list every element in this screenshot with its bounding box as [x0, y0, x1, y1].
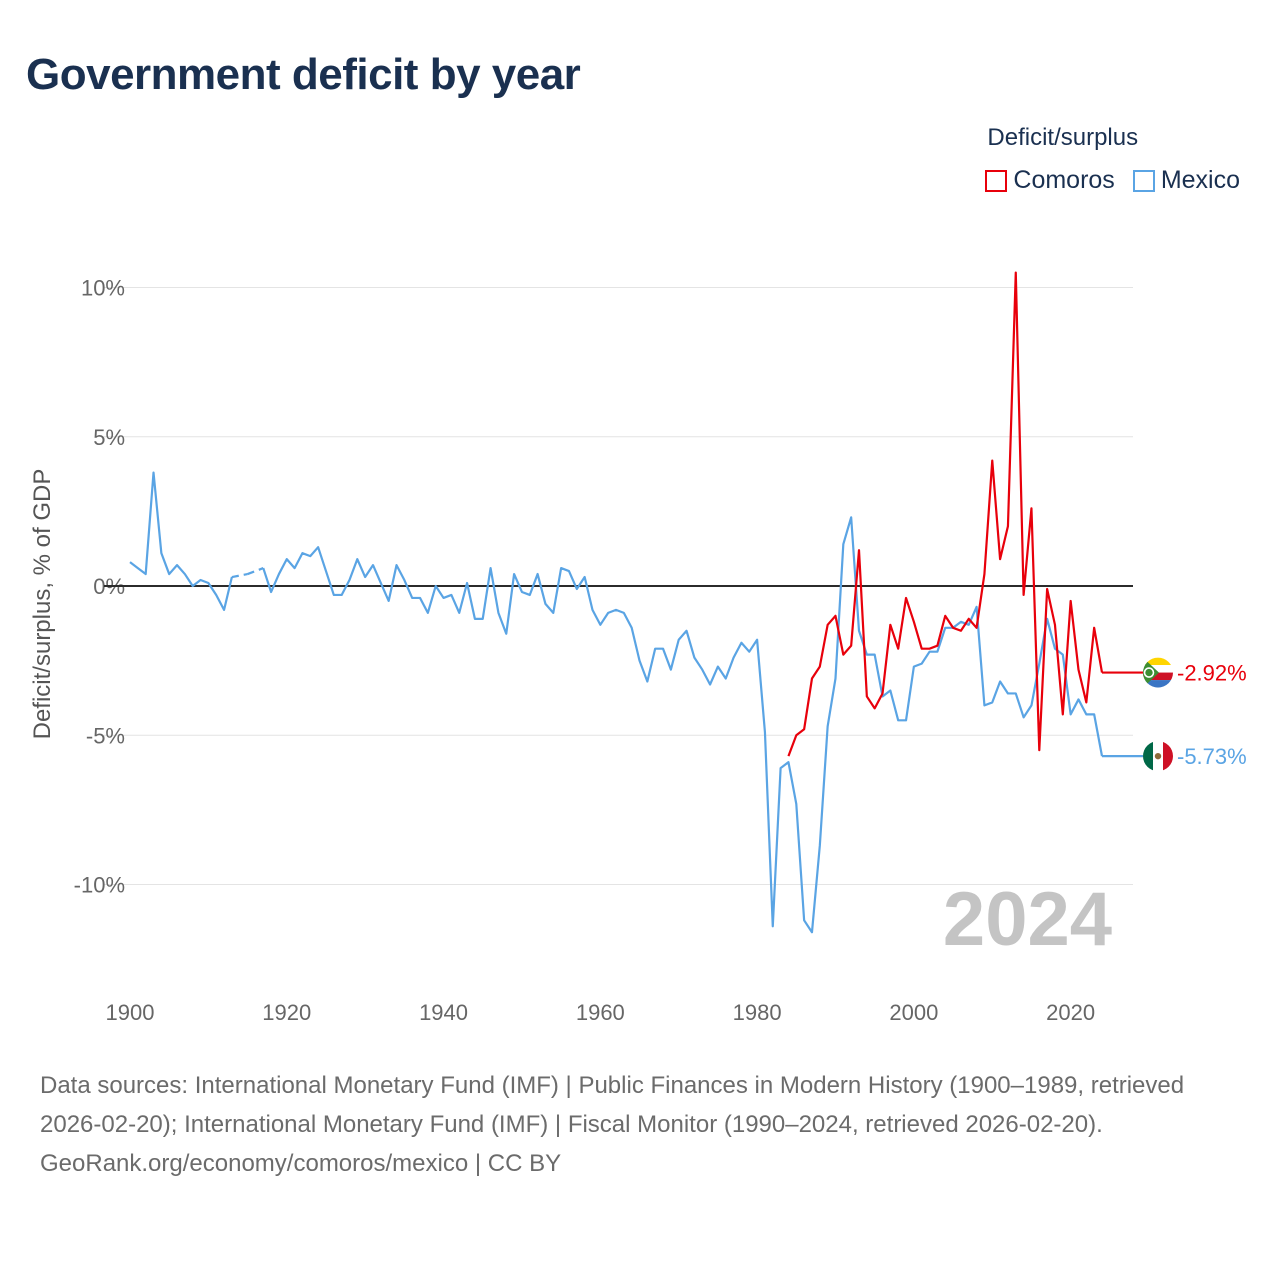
- chart-title: Government deficit by year: [26, 50, 581, 99]
- chart-area: 10%5%0%-5%-10%1900 1920 1940 1960 1980 2000 20…: [29, 271, 1247, 1025]
- x-tick-label: 1940: [419, 1000, 468, 1025]
- y-tick-label: 5%: [93, 425, 125, 450]
- end-labels: -5.73% -2.92%: [1143, 657, 1247, 772]
- legend-label-comoros: Comoros: [1013, 166, 1115, 194]
- series-gap-mexico: [231, 572, 248, 579]
- legend-title: Deficit/surplus: [987, 124, 1139, 151]
- x-tick-label: 1920: [262, 1000, 311, 1025]
- legend-item-mexico[interactable]: Mexico: [1132, 166, 1240, 195]
- y-axis-title: Deficit/surplus, % of GDP: [29, 469, 56, 740]
- gridlines: [104, 287, 1133, 885]
- axes: 10%5%0%-5%-10%1900 1920 1940 1960 1980 2000 20…: [74, 276, 1133, 1025]
- end-label-mexico: -5.73%: [1177, 744, 1247, 769]
- series-gap-mexico: [247, 567, 264, 576]
- flag-icon-mexico: [1143, 741, 1173, 772]
- y-tick-label: 10%: [81, 276, 125, 301]
- x-tick-label: 2020: [1046, 1000, 1095, 1025]
- x-tick-label: 1960: [576, 1000, 625, 1025]
- series-line-comoros: [787, 271, 1104, 757]
- end-label-comoros: -2.92%: [1177, 661, 1247, 686]
- legend-item-comoros[interactable]: Comoros: [985, 166, 1115, 195]
- y-tick-label: -5%: [86, 723, 125, 748]
- series-line-mexico: [129, 471, 233, 611]
- legend-label-mexico: Mexico: [1160, 166, 1240, 194]
- legend-swatch-mexico: [1132, 169, 1155, 192]
- footer: Data sources: International Monetary Fun…: [40, 1066, 1240, 1183]
- year-watermark: 2024: [943, 877, 1112, 962]
- legend: Deficit/surplus Comoros Mexico: [985, 124, 1240, 195]
- x-tick-label: 2000: [889, 1000, 938, 1025]
- data-sources: Data sources: International Monetary Fun…: [40, 1072, 1185, 1138]
- legend-swatch-comoros: [985, 169, 1008, 192]
- x-tick-label: 1900: [106, 1000, 155, 1025]
- credit-line: GeoRank.org/economy/comoros/mexico | CC …: [40, 1150, 562, 1177]
- series-lines: [129, 271, 1143, 934]
- flag-icon-comoros: [1143, 657, 1173, 688]
- x-tick-label: 1980: [733, 1000, 782, 1025]
- y-tick-label: -10%: [74, 873, 125, 898]
- series-line-mexico: [262, 516, 1104, 934]
